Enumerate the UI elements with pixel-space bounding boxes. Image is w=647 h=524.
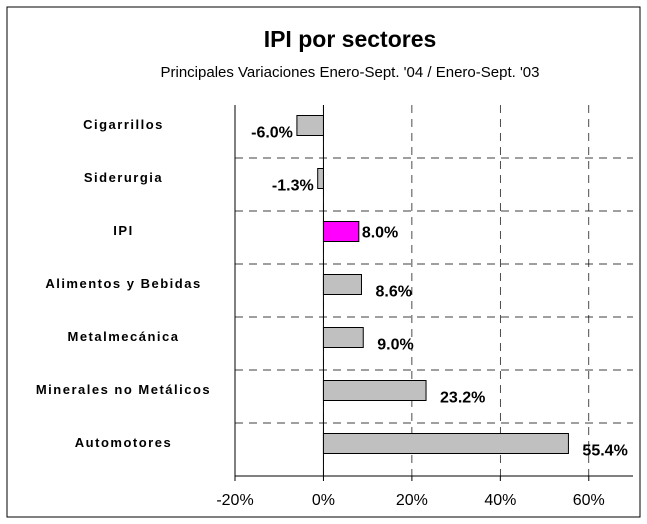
x-tick-label: 60% bbox=[573, 492, 605, 509]
bar bbox=[322, 221, 360, 242]
y-tick-label: Alimentos y Bebidas bbox=[45, 276, 201, 291]
bar bbox=[322, 433, 569, 454]
y-tick-label: Cigarrillos bbox=[83, 117, 164, 132]
value-label: -1.3% bbox=[272, 178, 314, 195]
chart-subtitle: Principales Variaciones Enero-Sept. '04 … bbox=[161, 64, 540, 81]
bar bbox=[322, 274, 362, 295]
x-tick-label: 0% bbox=[312, 492, 335, 509]
x-tick-label: -20% bbox=[216, 492, 253, 509]
value-label: 23.2% bbox=[440, 390, 485, 407]
x-tick-label: 20% bbox=[396, 492, 428, 509]
y-tick-label: Siderurgia bbox=[84, 170, 163, 185]
y-tick-label: Automotores bbox=[75, 435, 172, 450]
y-tick-label: Metalmecánica bbox=[68, 329, 180, 344]
value-label: 55.4% bbox=[582, 443, 627, 460]
y-tick-label: Minerales no Metálicos bbox=[36, 382, 211, 397]
chart-title: IPI por sectores bbox=[264, 26, 437, 52]
bar bbox=[322, 380, 427, 401]
value-label: 8.6% bbox=[375, 284, 411, 301]
bar bbox=[322, 327, 364, 348]
y-tick-label: IPI bbox=[113, 223, 133, 238]
value-label: -6.0% bbox=[251, 125, 293, 142]
x-tick-label: 40% bbox=[484, 492, 516, 509]
bar bbox=[296, 115, 324, 136]
bar bbox=[317, 168, 324, 189]
value-label: 8.0% bbox=[362, 225, 398, 242]
value-label: 9.0% bbox=[377, 337, 413, 354]
